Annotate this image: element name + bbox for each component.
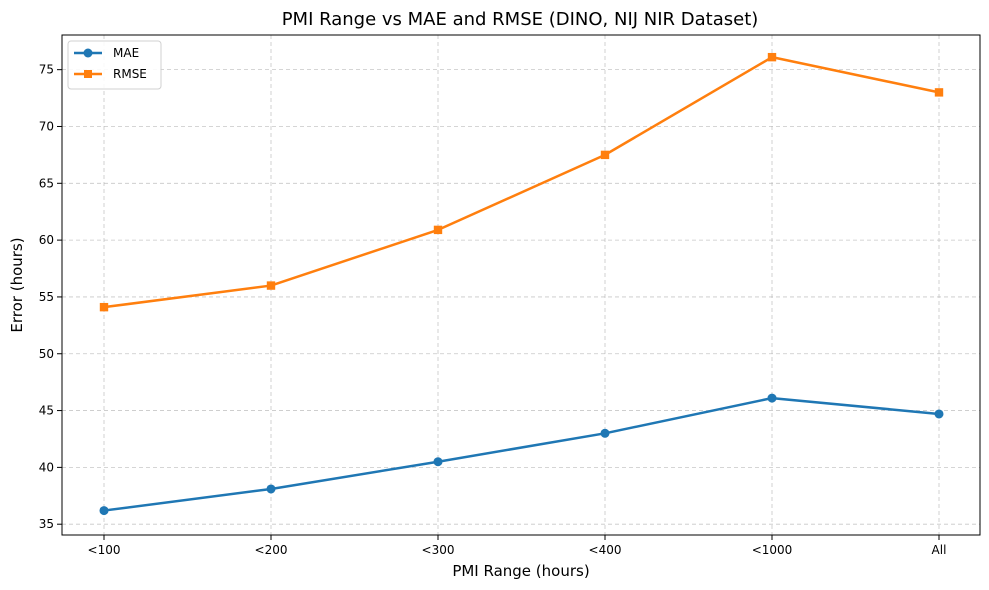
x-tick-label: <400: [589, 543, 622, 557]
legend-entry-mae: MAE: [74, 46, 139, 60]
data-point-rmse: [767, 52, 777, 62]
data-point-mae: [433, 457, 443, 467]
y-axis: 35 40 45 50 55 60 65 70 75: [39, 63, 62, 531]
legend-label-rmse: RMSE: [113, 67, 147, 81]
data-point-mae: [934, 409, 944, 419]
x-tick-label: All: [932, 543, 947, 557]
grid: [62, 35, 980, 535]
y-tick-label: 65: [39, 176, 54, 190]
series-mae: [99, 393, 944, 516]
x-tick-label: <300: [422, 543, 455, 557]
y-tick-label: 55: [39, 290, 54, 304]
x-tick-label: <100: [88, 543, 121, 557]
y-tick-label: 70: [39, 119, 54, 133]
data-point-rmse: [600, 150, 610, 160]
plot-frame: [61, 34, 981, 536]
y-tick-label: 45: [39, 404, 54, 418]
y-axis-label: Error (hours): [8, 237, 26, 332]
x-tick-label: <200: [255, 543, 288, 557]
legend-entry-rmse: RMSE: [74, 67, 147, 81]
x-tick-label: <1000: [752, 543, 793, 557]
series-line-rmse: [103, 55, 940, 309]
series-line-mae: [103, 396, 940, 512]
y-tick-label: 60: [39, 233, 54, 247]
chart-title: PMI Range vs MAE and RMSE (DINO, NIJ NIR…: [282, 9, 759, 30]
y-tick-label: 50: [39, 347, 54, 361]
data-point-mae: [266, 484, 276, 494]
data-point-mae: [99, 506, 109, 516]
y-tick-label: 40: [39, 460, 54, 474]
series-layer: [99, 52, 944, 516]
legend-marker-mae: [83, 48, 93, 58]
data-point-rmse: [433, 225, 443, 235]
x-axis: <100 <200 <300 <400 <1000 All: [88, 535, 947, 557]
data-point-rmse: [934, 88, 944, 97]
series-rmse: [99, 52, 944, 312]
data-point-mae: [600, 428, 610, 438]
legend: MAE RMSE: [67, 40, 162, 90]
y-tick-label: 75: [39, 63, 54, 77]
data-point-rmse: [99, 302, 109, 312]
y-tick-label: 35: [39, 517, 54, 531]
legend-label-mae: MAE: [113, 46, 139, 60]
data-point-mae: [767, 393, 777, 403]
data-point-rmse: [266, 281, 276, 290]
x-axis-label: PMI Range (hours): [452, 562, 589, 580]
legend-marker-rmse: [84, 70, 92, 78]
